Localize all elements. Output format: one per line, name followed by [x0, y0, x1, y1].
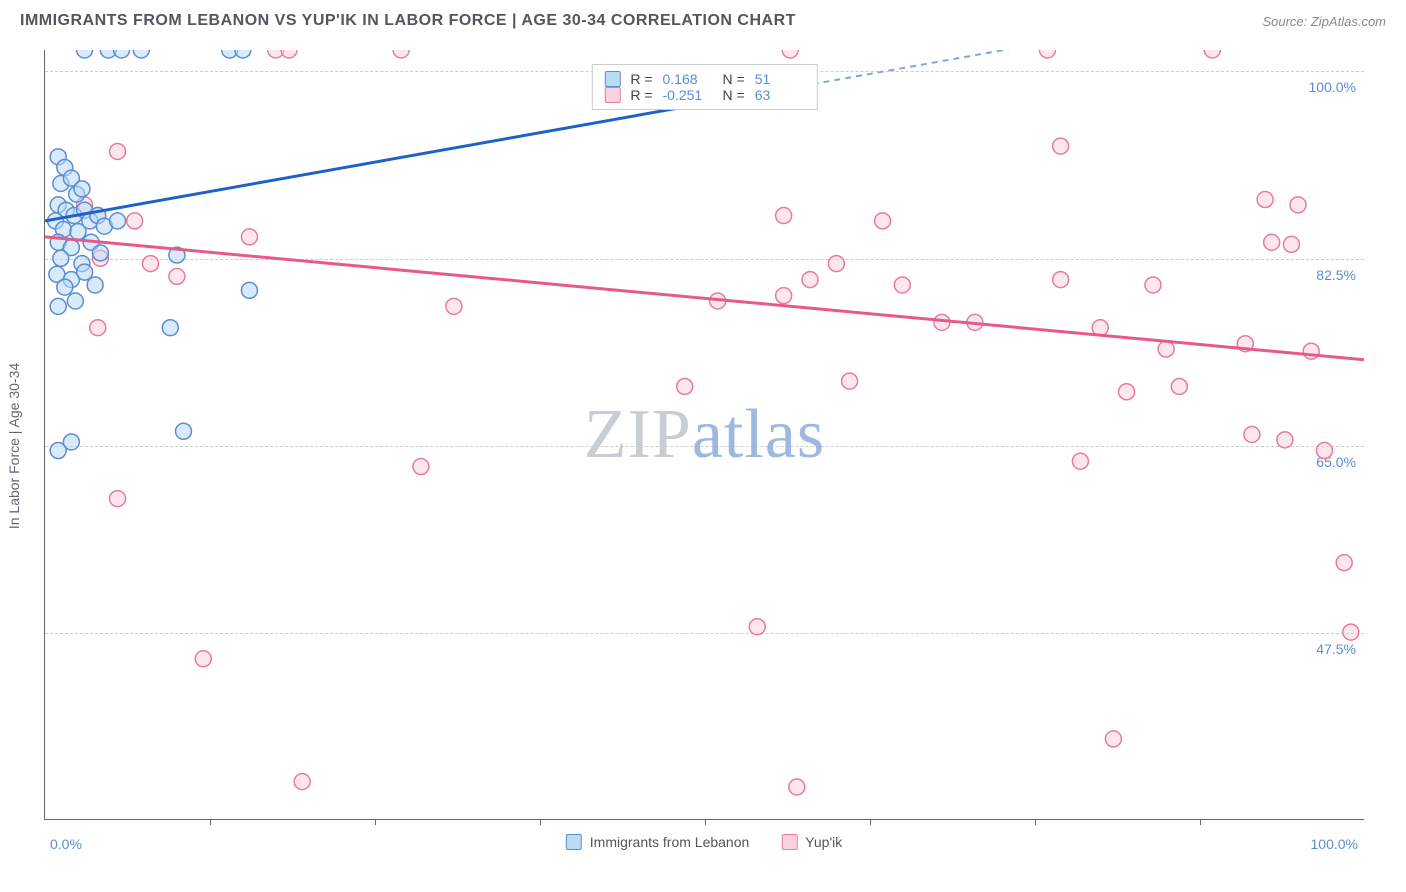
scatter-point: [1119, 384, 1135, 400]
scatter-point: [241, 282, 257, 298]
x-tick-mark: [375, 819, 376, 825]
stats-n-value-2: 63: [755, 87, 805, 103]
scatter-point: [241, 229, 257, 245]
scatter-point: [1145, 277, 1161, 293]
scatter-point: [67, 293, 83, 309]
scatter-point: [110, 143, 126, 159]
scatter-point: [235, 50, 251, 58]
scatter-point: [70, 224, 86, 240]
scatter-point: [894, 277, 910, 293]
scatter-point: [53, 250, 69, 266]
scatter-point: [749, 619, 765, 635]
scatter-point: [50, 298, 66, 314]
x-tick-mark: [870, 819, 871, 825]
stats-swatch-1: [604, 71, 620, 87]
scatter-point: [1053, 272, 1069, 288]
x-tick-mark: [210, 819, 211, 825]
scatter-point: [110, 213, 126, 229]
scatter-point: [1257, 192, 1273, 208]
scatter-point: [127, 213, 143, 229]
legend-item-2: Yup'ik: [781, 834, 842, 850]
legend-label-2: Yup'ik: [805, 834, 842, 850]
stats-swatch-2: [604, 87, 620, 103]
scatter-point: [1316, 443, 1332, 459]
stats-n-label-1: N =: [723, 71, 745, 87]
scatter-point: [1264, 234, 1280, 250]
scatter-point: [782, 50, 798, 58]
x-tick-mark: [1035, 819, 1036, 825]
legend-swatch-1: [566, 834, 582, 850]
scatter-point: [446, 298, 462, 314]
scatter-point: [1343, 624, 1359, 640]
scatter-point: [133, 50, 149, 58]
scatter-point: [1158, 341, 1174, 357]
scatter-point: [90, 320, 106, 336]
trend-line: [45, 103, 705, 220]
y-axis-label: In Labor Force | Age 30-34: [6, 363, 22, 529]
scatter-point: [776, 288, 792, 304]
scatter-point: [57, 279, 73, 295]
bottom-legend: Immigrants from Lebanon Yup'ik: [566, 834, 842, 850]
stats-n-label-2: N =: [723, 87, 745, 103]
scatter-point: [114, 50, 130, 58]
x-tick-mark: [540, 819, 541, 825]
scatter-point: [77, 264, 93, 280]
scatter-point: [92, 245, 108, 261]
scatter-point: [677, 378, 693, 394]
scatter-point: [176, 423, 192, 439]
stats-legend-box: R = 0.168 N = 51 R = -0.251 N = 63: [591, 64, 817, 110]
scatter-point: [1105, 731, 1121, 747]
scatter-point: [776, 208, 792, 224]
chart-plot-area: ZIPatlas R = 0.168 N = 51 R = -0.251 N =…: [44, 50, 1364, 820]
scatter-point: [802, 272, 818, 288]
scatter-point: [1072, 453, 1088, 469]
scatter-point: [294, 774, 310, 790]
stats-row-1: R = 0.168 N = 51: [604, 71, 804, 87]
trend-line: [45, 237, 1364, 360]
chart-title: IMMIGRANTS FROM LEBANON VS YUP'IK IN LAB…: [20, 12, 796, 30]
x-label-min: 0.0%: [50, 836, 82, 852]
scatter-point: [169, 268, 185, 284]
stats-r-value-2: -0.251: [663, 87, 713, 103]
scatter-point: [281, 50, 297, 58]
scatter-point: [110, 491, 126, 507]
scatter-point: [162, 320, 178, 336]
legend-label-1: Immigrants from Lebanon: [590, 834, 750, 850]
scatter-point: [63, 434, 79, 450]
stats-r-label-1: R =: [630, 71, 652, 87]
scatter-point: [1290, 197, 1306, 213]
scatter-point: [842, 373, 858, 389]
x-axis-labels: 0.0% Immigrants from Lebanon Yup'ik 100.…: [44, 830, 1364, 860]
x-label-max: 100.0%: [1311, 836, 1358, 852]
chart-source: Source: ZipAtlas.com: [1262, 14, 1386, 29]
scatter-point: [195, 651, 211, 667]
scatter-point: [1283, 236, 1299, 252]
scatter-point: [789, 779, 805, 795]
scatter-point: [1277, 432, 1293, 448]
scatter-point: [74, 181, 90, 197]
scatter-point: [87, 277, 103, 293]
x-tick-mark: [705, 819, 706, 825]
x-tick-mark: [1200, 819, 1201, 825]
scatter-point: [1336, 555, 1352, 571]
scatter-point: [1039, 50, 1055, 58]
scatter-point: [393, 50, 409, 58]
chart-svg: [45, 50, 1364, 819]
scatter-point: [1204, 50, 1220, 58]
stats-n-value-1: 51: [755, 71, 805, 87]
scatter-point: [143, 256, 159, 272]
scatter-point: [828, 256, 844, 272]
stats-r-value-1: 0.168: [663, 71, 713, 87]
scatter-point: [1244, 427, 1260, 443]
stats-row-2: R = -0.251 N = 63: [604, 87, 804, 103]
stats-r-label-2: R =: [630, 87, 652, 103]
scatter-point: [875, 213, 891, 229]
scatter-point: [413, 459, 429, 475]
legend-swatch-2: [781, 834, 797, 850]
scatter-point: [77, 50, 93, 58]
legend-item-1: Immigrants from Lebanon: [566, 834, 750, 850]
scatter-point: [1053, 138, 1069, 154]
chart-header: IMMIGRANTS FROM LEBANON VS YUP'IK IN LAB…: [0, 0, 1406, 42]
scatter-point: [1171, 378, 1187, 394]
